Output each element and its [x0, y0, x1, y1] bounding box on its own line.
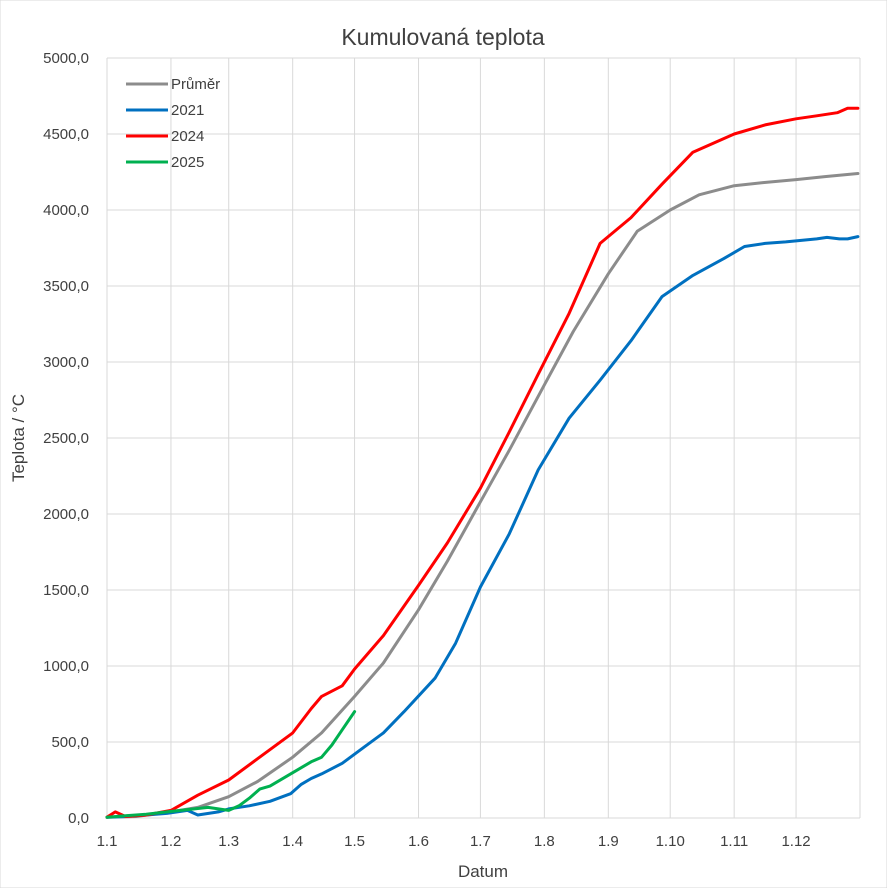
chart-title: Kumulovaná teplota: [341, 24, 545, 50]
series-line-průměr: [105, 172, 860, 819]
y-tick-label: 2500,0: [43, 430, 89, 447]
legend-label: Průměr: [171, 76, 220, 93]
y-tick-label: 500,0: [51, 734, 89, 751]
x-tick-label: 1.1: [97, 833, 118, 850]
legend-label: 2021: [171, 102, 204, 119]
y-tick-label: 5000,0: [43, 50, 89, 67]
tick-layer: 0,0 500,0 1000,0 1500,0 2000,0 2500,0 3000,0 35…: [43, 50, 811, 850]
x-tick-label: 1.7: [470, 833, 491, 850]
legend: Průměr 2021 2024 2025: [126, 76, 220, 171]
x-tick-label: 1.4: [282, 833, 303, 850]
y-tick-label: 3500,0: [43, 278, 89, 295]
x-tick-label: 1.10: [656, 833, 685, 850]
legend-label: 2024: [171, 128, 204, 145]
x-tick-label: 1.2: [161, 833, 182, 850]
y-tick-label: 1500,0: [43, 582, 89, 599]
y-tick-label: 3000,0: [43, 354, 89, 371]
x-tick-label: 1.12: [781, 833, 810, 850]
series-line-2024: [105, 106, 860, 819]
x-axis-title: Datum: [458, 862, 508, 881]
y-tick-label: 0,0: [68, 810, 89, 827]
x-tick-label: 1.8: [534, 833, 555, 850]
legend-label: 2025: [171, 154, 204, 171]
y-tick-label: 2000,0: [43, 506, 89, 523]
y-tick-label: 4500,0: [43, 126, 89, 143]
x-tick-label: 1.6: [408, 833, 429, 850]
x-tick-label: 1.3: [218, 833, 239, 850]
series-line-2025: [105, 710, 357, 819]
y-tick-label: 1000,0: [43, 658, 89, 675]
series-line-2021: [105, 235, 860, 819]
x-tick-label: 1.9: [598, 833, 619, 850]
y-axis-title: Teplota / °C: [9, 394, 28, 482]
grid-layer: [106, 57, 861, 819]
series-layer: [105, 106, 860, 819]
x-tick-label: 1.5: [344, 833, 365, 850]
y-tick-label: 4000,0: [43, 202, 89, 219]
x-tick-label: 1.11: [720, 833, 748, 850]
